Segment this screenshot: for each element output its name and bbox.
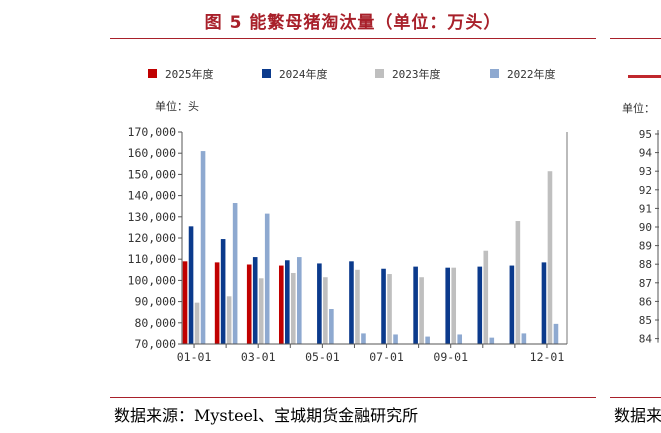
bars [182,151,559,344]
y-tick-label: 90,000 [134,295,176,309]
legend-swatch [148,69,157,78]
right-panel-y-tick-label: 87 [639,277,652,290]
right-panel-y-tick-label: 92 [639,184,652,197]
bar [284,260,290,344]
legend-label: 2022年度 [507,67,556,81]
bar [393,334,398,344]
bar [182,261,188,344]
right-panel-y-tick-label: 88 [639,258,652,271]
right-panel-y-tick-label: 90 [639,221,652,234]
bar [264,213,270,344]
bar [477,266,483,344]
bar [246,264,252,344]
bar [226,296,232,344]
y-tick-label: 170,000 [128,125,177,139]
bar [188,226,194,344]
right-panel-y-tick-label: 86 [639,295,652,308]
x-tick-label: 05-01 [305,350,340,364]
bar [361,333,366,344]
right-panel-y-tick-label: 93 [639,165,652,178]
y-tick-label: 80,000 [134,316,176,330]
x-tick-label: 09-01 [433,350,468,364]
legend-label: 2024年度 [279,67,328,81]
bar [509,265,515,344]
bar [547,171,553,344]
x-tick-label: 03-01 [241,350,276,364]
legend-swatch [262,69,271,78]
bar [214,262,220,344]
bar [451,267,457,344]
bar [425,336,430,344]
legend: 2025年度 2024年度 2023年度 2022年度 [148,67,556,81]
bar [290,272,296,344]
legend-label: 2025年度 [165,67,214,81]
bar [445,267,451,344]
bar [278,265,284,344]
bar [419,277,424,344]
bar [553,323,559,344]
bar [521,333,527,344]
right-panel-y-tick-label: 89 [639,240,652,253]
bar [349,261,354,344]
bar [457,334,463,344]
bar [296,257,302,344]
right-panel-y-tick-label: 95 [639,128,652,141]
y-tick-label: 160,000 [128,146,177,160]
y-tick-label: 150,000 [128,167,177,181]
y-tick-label: 130,000 [128,210,177,224]
bar [381,268,386,344]
x-tick-label: 12-01 [530,350,565,364]
y-tick-label: 110,000 [128,252,177,266]
bar [489,337,495,344]
right-panel-y-tick-label: 91 [639,202,652,215]
title-divider [110,38,596,39]
y-tick-label: 120,000 [128,231,177,245]
x-tick-label: 01-01 [177,350,212,364]
right-panel-source: 数据来 [614,406,661,425]
bar [200,151,206,344]
right-panel-unit-label: 单位： [622,102,655,115]
y-tick-label: 100,000 [128,273,177,287]
right-panel-legend-swatch [628,75,661,78]
data-source: 数据来源：Mysteel、宝城期货金融研究所 [114,406,419,425]
bar [232,203,238,344]
source-divider [110,397,596,398]
legend-swatch [375,69,384,78]
right-panel-y-tick-label: 84 [639,333,653,346]
right-panel-title-divider [610,38,661,39]
bar [317,263,322,344]
bar [323,277,328,344]
bar [220,239,226,344]
y-axis: 70,000 80,000 90,000 100,000 110,000 120,000 1… [128,125,568,351]
right-panel-y-tick-label: 94 [639,147,653,160]
x-axis: 01-01 03-01 05-01 07-01 09-01 12-01 [177,343,567,364]
chart-title: 图 5 能繁母猪淘汰量（单位：万头） [204,13,502,33]
bar [355,269,360,344]
bar [515,221,521,344]
x-tick-label: 07-01 [369,350,404,364]
legend-label: 2023年度 [392,67,441,81]
right-panel-y-tick-label: 85 [639,314,652,327]
y-tick-label: 70,000 [134,337,176,351]
bar [258,278,264,344]
legend-swatch [490,69,499,78]
bar [541,262,547,344]
y-tick-label: 140,000 [128,189,177,203]
bar [194,302,200,344]
unit-label: 单位：头 [155,99,199,113]
right-panel-source-divider [610,397,661,398]
bar [483,250,489,344]
bar [329,309,334,344]
bar [387,274,392,344]
bar [252,257,258,344]
bar [413,266,418,344]
